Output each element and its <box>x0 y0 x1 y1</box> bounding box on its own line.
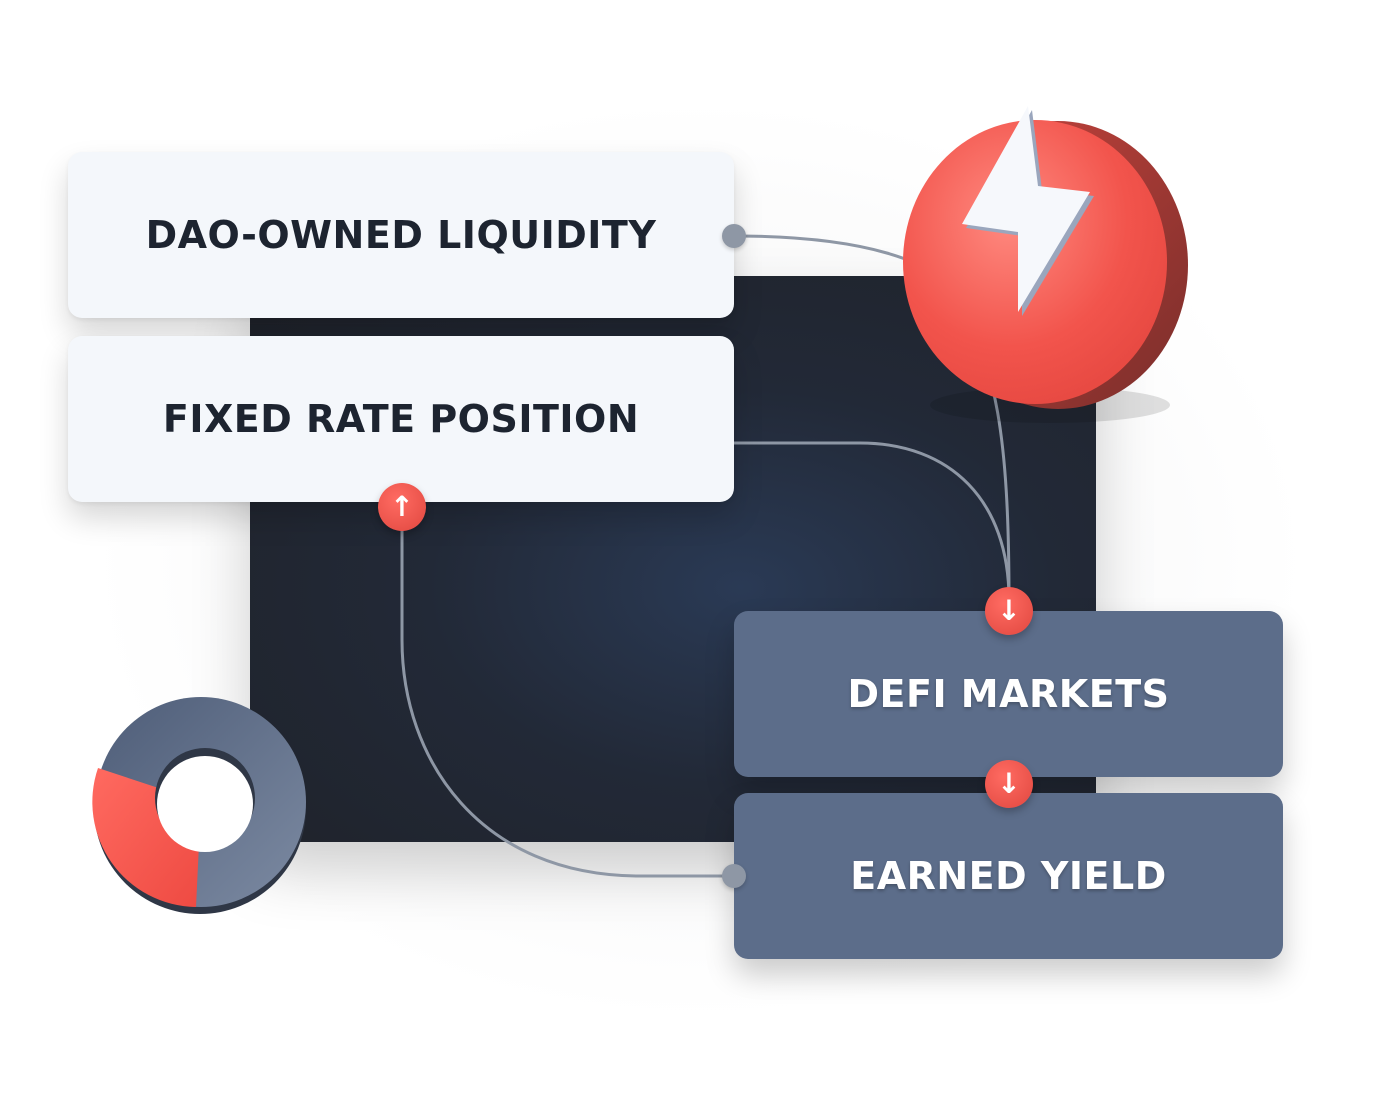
arrow-down-glyph: ↓ <box>997 767 1021 800</box>
connector-yield-to-fixed <box>400 507 734 878</box>
connector-dot-dao <box>722 224 746 248</box>
donut-hole <box>157 756 253 852</box>
arrow-down-glyph: ↓ <box>997 594 1021 627</box>
dao-owned-liquidity-card: DAO-OWNED LIQUIDITY <box>68 152 734 318</box>
defi-markets-label: DEFI MARKETS <box>847 672 1170 716</box>
defi-markets-card: DEFI MARKETS <box>734 611 1283 777</box>
fixed-rate-position-card: FIXED RATE POSITION <box>68 336 734 502</box>
fixed-rate-position-label: FIXED RATE POSITION <box>162 397 640 441</box>
arrow-up-glyph: ↑ <box>390 490 414 523</box>
bolt-shape <box>962 106 1090 312</box>
connector-fixed-to-defi <box>734 441 1011 601</box>
dao-owned-liquidity-label: DAO-OWNED LIQUIDITY <box>145 213 657 257</box>
arrow-up-icon: ↑ <box>378 483 426 531</box>
earned-yield-label: EARNED YIELD <box>850 854 1167 898</box>
earned-yield-card: EARNED YIELD <box>734 793 1283 959</box>
connector-dot-yield <box>722 864 746 888</box>
arrow-down-icon: ↓ <box>985 760 1033 808</box>
arrow-down-icon: ↓ <box>985 587 1033 635</box>
